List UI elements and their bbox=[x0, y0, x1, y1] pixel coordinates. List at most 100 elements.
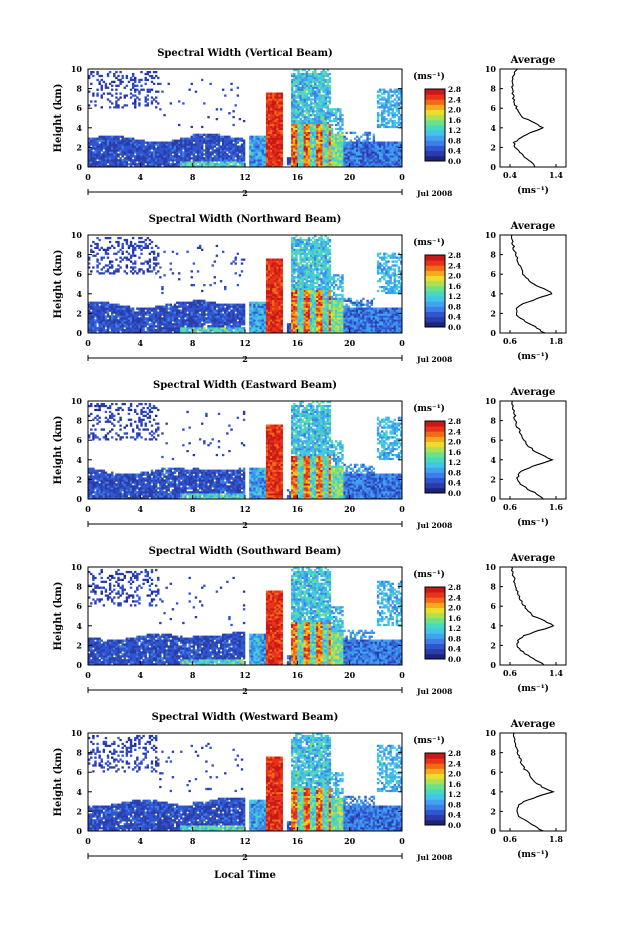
heatmap-cell bbox=[293, 161, 296, 164]
heatmap-cell bbox=[330, 163, 334, 166]
heatmap-cell bbox=[376, 96, 380, 99]
heatmap-cell bbox=[316, 78, 319, 82]
heatmap-cell bbox=[351, 145, 355, 148]
heatmap-cell bbox=[345, 155, 348, 158]
heatmap-cell bbox=[280, 151, 283, 154]
heatmap-cell bbox=[146, 262, 149, 265]
heatmap-cell bbox=[393, 141, 397, 144]
heatmap-cell bbox=[129, 266, 133, 269]
heatmap-cell bbox=[111, 309, 114, 312]
heatmap-cell bbox=[295, 102, 298, 105]
heatmap-cell bbox=[188, 88, 191, 91]
heatmap-cell bbox=[96, 313, 99, 316]
heatmap-cell bbox=[253, 319, 256, 322]
heatmap-cell bbox=[152, 319, 156, 322]
heatmap-cell bbox=[268, 100, 271, 103]
avg-x-tick-label: 0.4 bbox=[503, 170, 517, 180]
heatmap-cell bbox=[303, 125, 306, 129]
heatmap-cell bbox=[389, 96, 392, 99]
heatmap-cell bbox=[387, 147, 390, 150]
heatmap-cell bbox=[213, 133, 216, 136]
heatmap-cell bbox=[92, 145, 95, 148]
heatmap-cell bbox=[397, 121, 401, 125]
heatmap-cell bbox=[316, 145, 319, 148]
heatmap-cell bbox=[136, 327, 139, 330]
heatmap-cell bbox=[316, 72, 319, 76]
heatmap-cell bbox=[265, 264, 269, 267]
heatmap-cell bbox=[311, 74, 315, 78]
heatmap-cell bbox=[113, 317, 116, 320]
heatmap-cell bbox=[335, 145, 338, 148]
heatmap-cell bbox=[184, 149, 187, 152]
heatmap-cell bbox=[136, 329, 139, 332]
heatmap-cell bbox=[395, 153, 399, 156]
heatmap-cell bbox=[123, 94, 126, 97]
heatmap-cell bbox=[125, 325, 129, 328]
heatmap-cell bbox=[92, 165, 95, 168]
heatmap-cell bbox=[335, 133, 338, 136]
heatmap-cell bbox=[125, 272, 129, 275]
heatmap-cell bbox=[291, 143, 294, 146]
heatmap-cell bbox=[249, 311, 252, 314]
heatmap-cell bbox=[389, 100, 392, 103]
heatmap-cell bbox=[186, 141, 189, 144]
heatmap-cell bbox=[343, 161, 346, 164]
heatmap-cell bbox=[291, 90, 294, 93]
heatmap-cell bbox=[240, 305, 244, 308]
heatmap-cell bbox=[121, 165, 124, 168]
heatmap-cell bbox=[353, 141, 357, 144]
heatmap-cell bbox=[134, 139, 137, 142]
heatmap-cell bbox=[94, 315, 97, 318]
heatmap-cell bbox=[211, 151, 214, 154]
heatmap-cell bbox=[182, 329, 185, 332]
heatmap-cell bbox=[257, 145, 260, 148]
heatmap-cell bbox=[178, 303, 181, 306]
heatmap-cell bbox=[173, 319, 177, 322]
heatmap-cell bbox=[169, 143, 173, 146]
heatmap-cell bbox=[240, 165, 244, 168]
heatmap-cell bbox=[276, 155, 279, 158]
heatmap-cell bbox=[90, 327, 93, 330]
heatmap-cell bbox=[303, 102, 306, 105]
heatmap-cell bbox=[397, 88, 401, 91]
heatmap-cell bbox=[291, 157, 294, 160]
heatmap-cell bbox=[297, 145, 300, 148]
heatmap-cell bbox=[209, 145, 212, 148]
heatmap-cell bbox=[134, 90, 137, 93]
heatmap-cell bbox=[355, 141, 359, 144]
heatmap-cell bbox=[393, 106, 397, 109]
heatmap-cell bbox=[307, 110, 311, 113]
heatmap-cell bbox=[173, 331, 177, 334]
heatmap-cell bbox=[96, 163, 99, 166]
heatmap-cell bbox=[96, 236, 99, 240]
heatmap-cell bbox=[309, 143, 313, 146]
heatmap-cell bbox=[274, 159, 277, 162]
heatmap-cell bbox=[311, 106, 315, 109]
heatmap-cell bbox=[314, 92, 317, 95]
heatmap-cell bbox=[144, 246, 147, 250]
heatmap-cell bbox=[314, 145, 317, 148]
heatmap-cell bbox=[291, 139, 294, 142]
heatmap-cell bbox=[324, 92, 327, 95]
heatmap-cell bbox=[242, 147, 246, 150]
heatmap-cell bbox=[140, 319, 143, 322]
heatmap-cell bbox=[268, 125, 271, 129]
heatmap-cell bbox=[213, 159, 216, 162]
heatmap-cell bbox=[188, 331, 191, 334]
heatmap-cell bbox=[274, 301, 277, 304]
heatmap-cell bbox=[399, 157, 403, 160]
heatmap-cell bbox=[314, 141, 317, 144]
heatmap-cell bbox=[251, 329, 254, 332]
heatmap-cell bbox=[387, 145, 390, 148]
heatmap-cell bbox=[94, 325, 97, 328]
heatmap-cell bbox=[265, 145, 269, 148]
heatmap-cell bbox=[376, 149, 380, 152]
heatmap-cell bbox=[387, 121, 390, 125]
heatmap-cell bbox=[211, 303, 214, 306]
heatmap-cell bbox=[194, 90, 198, 93]
heatmap-cell bbox=[96, 319, 99, 322]
heatmap-cell bbox=[339, 135, 342, 138]
heatmap-cell bbox=[305, 108, 309, 111]
heatmap-cell bbox=[134, 329, 137, 332]
heatmap-cell bbox=[134, 248, 137, 251]
